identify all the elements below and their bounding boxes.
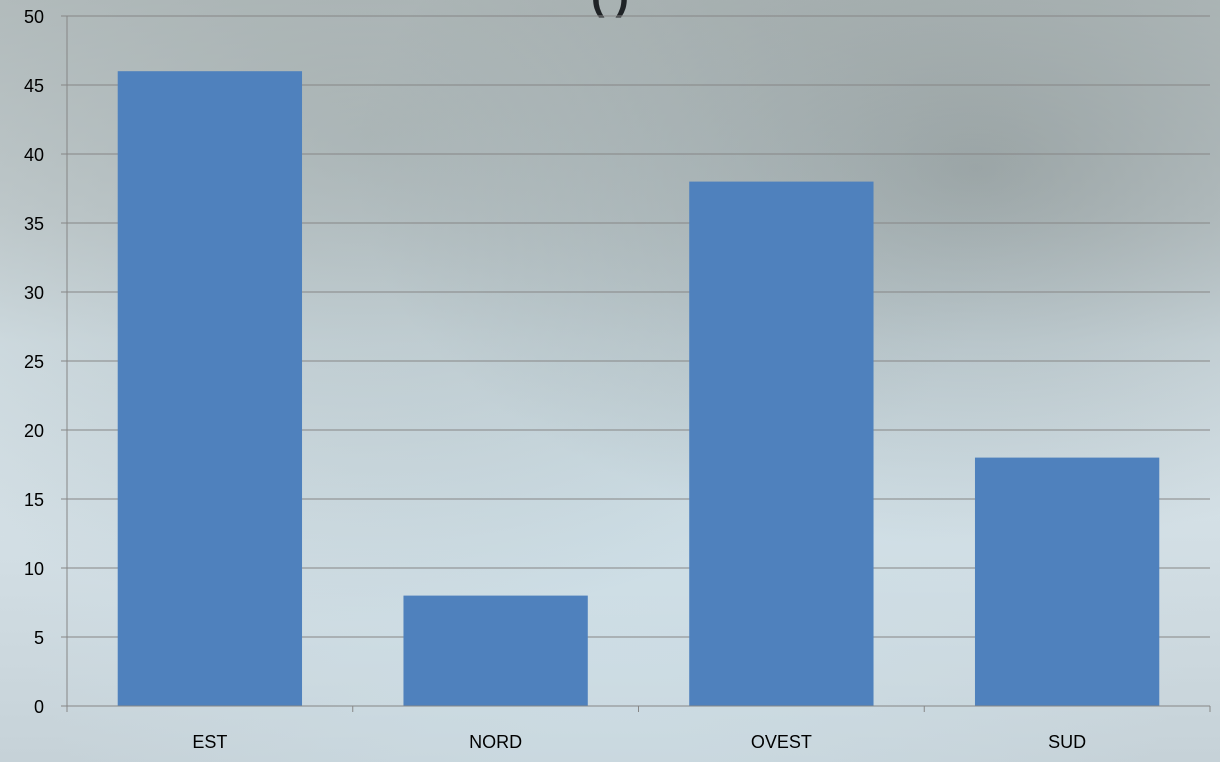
bar-sud bbox=[974, 457, 1160, 706]
y-tick-label: 5 bbox=[34, 628, 44, 648]
axes bbox=[66, 16, 1211, 712]
bars bbox=[117, 71, 1160, 707]
y-tick-label: 30 bbox=[24, 283, 44, 303]
x-tick-label: SUD bbox=[1048, 732, 1086, 752]
y-tick-labels: 0 5 10 15 20 25 30 35 40 45 50 bbox=[24, 7, 44, 717]
y-tick-label: 45 bbox=[24, 76, 44, 96]
y-tick-label: 20 bbox=[24, 421, 44, 441]
x-tick-labels: EST NORD OVEST SUD bbox=[192, 732, 1086, 752]
bar-nord bbox=[403, 595, 588, 706]
x-tick-label: OVEST bbox=[751, 732, 812, 752]
bar-ovest bbox=[689, 181, 874, 707]
y-tick-label: 50 bbox=[24, 7, 44, 27]
bar-est bbox=[117, 71, 303, 706]
x-tick-label: EST bbox=[192, 732, 227, 752]
y-tick-label: 40 bbox=[24, 145, 44, 165]
y-tick-label: 15 bbox=[24, 490, 44, 510]
y-tick-label: 25 bbox=[24, 352, 44, 372]
y-tick-label: 10 bbox=[24, 559, 44, 579]
x-tick-label: NORD bbox=[469, 732, 522, 752]
chart-title-fragment: ( ) bbox=[0, 0, 1220, 19]
y-tick-label: 35 bbox=[24, 214, 44, 234]
y-tick-label: 0 bbox=[34, 697, 44, 717]
